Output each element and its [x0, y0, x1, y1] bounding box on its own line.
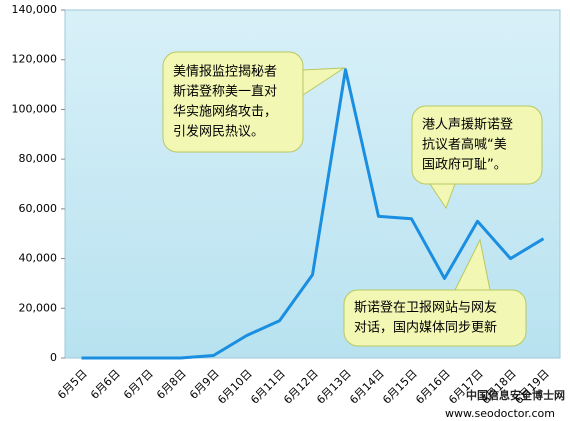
callout-text: 港人声援斯诺登	[422, 118, 513, 133]
x-tick-label: 6月12日	[281, 367, 321, 407]
x-tick-label: 6月7日	[121, 367, 156, 402]
watermark-url: www.seodoctor.com	[445, 407, 555, 420]
x-tick-label: 6月15日	[380, 367, 420, 407]
callout-text: 斯诺登称美一直对	[173, 85, 277, 100]
y-tick-label: 40,000	[19, 252, 58, 265]
y-tick-label: 140,000	[12, 3, 58, 16]
callout-cover	[413, 107, 541, 183]
x-tick-label: 6月6日	[88, 367, 123, 402]
callout-text: 引发网民热议。	[173, 124, 264, 140]
x-tick-label: 6月5日	[55, 367, 90, 402]
x-tick-label: 6月11日	[248, 367, 288, 407]
x-tick-label: 6月13日	[314, 367, 354, 407]
data-line	[81, 68, 545, 360]
callout-cover	[164, 53, 302, 151]
callout-text: 国政府可耻”。	[422, 158, 507, 173]
y-tick-label: 20,000	[19, 301, 58, 314]
x-tick-label: 6月10日	[215, 367, 255, 407]
y-tick-label: 60,000	[19, 202, 58, 215]
callout-cover	[345, 291, 525, 345]
y-tick-label: 0	[50, 351, 57, 364]
x-tick-label: 6月14日	[347, 367, 387, 407]
y-tick-label: 100,000	[12, 102, 58, 115]
x-tick-label: 6月8日	[154, 367, 189, 402]
y-tick-label: 80,000	[19, 152, 58, 165]
y-tick-label: 120,000	[12, 53, 58, 66]
watermark: 中国信息安全博士网	[466, 388, 565, 402]
callout-text: 抗议者高喊“美	[422, 137, 507, 153]
x-tick-label: 6月16日	[413, 367, 453, 407]
callout-text: 华实施网络攻击，	[173, 104, 277, 120]
callout-text: 美情报监控揭秘者	[173, 65, 277, 80]
callout-text: 斯诺登在卫报网站与网友	[354, 300, 497, 316]
callout-text: 对话，国内媒体同步更新	[354, 320, 497, 336]
